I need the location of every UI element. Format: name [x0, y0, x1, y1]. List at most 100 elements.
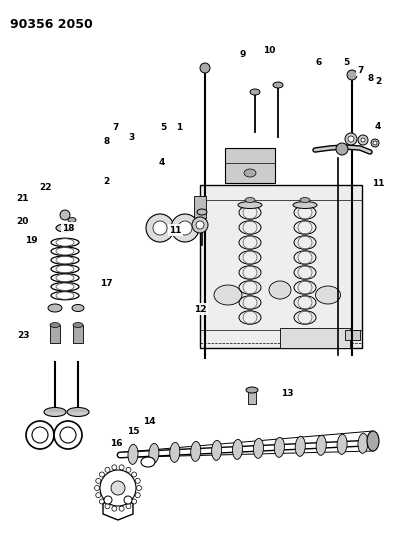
- Circle shape: [60, 210, 70, 220]
- Ellipse shape: [250, 89, 260, 95]
- Circle shape: [358, 135, 368, 145]
- Bar: [280, 328, 350, 348]
- Ellipse shape: [295, 437, 305, 456]
- Text: 7: 7: [358, 66, 364, 75]
- Bar: [200, 185, 362, 348]
- Bar: [73, 325, 83, 343]
- Circle shape: [153, 221, 167, 235]
- Circle shape: [26, 421, 54, 449]
- Ellipse shape: [245, 198, 255, 203]
- Ellipse shape: [128, 445, 138, 464]
- Circle shape: [336, 143, 348, 155]
- Circle shape: [345, 133, 357, 145]
- Ellipse shape: [367, 431, 379, 451]
- Ellipse shape: [269, 281, 291, 299]
- Text: 15: 15: [127, 427, 139, 436]
- Ellipse shape: [56, 224, 74, 232]
- Ellipse shape: [141, 457, 155, 467]
- Circle shape: [99, 472, 104, 477]
- Circle shape: [96, 478, 101, 483]
- Circle shape: [54, 421, 82, 449]
- Ellipse shape: [44, 408, 66, 416]
- Text: 12: 12: [194, 305, 206, 313]
- Circle shape: [347, 70, 357, 80]
- Bar: [248, 390, 256, 404]
- Ellipse shape: [73, 322, 83, 327]
- Ellipse shape: [244, 169, 256, 177]
- Text: 5: 5: [160, 124, 167, 132]
- Circle shape: [178, 221, 192, 235]
- Circle shape: [111, 481, 125, 495]
- Circle shape: [136, 486, 141, 490]
- Text: 16: 16: [110, 439, 123, 448]
- Text: 3: 3: [129, 133, 135, 142]
- Text: 2: 2: [375, 77, 381, 85]
- Text: 13: 13: [281, 389, 294, 398]
- Ellipse shape: [67, 408, 89, 416]
- Circle shape: [96, 492, 101, 498]
- Text: 17: 17: [100, 279, 113, 288]
- Circle shape: [371, 139, 379, 147]
- Ellipse shape: [300, 198, 310, 203]
- Text: 22: 22: [39, 183, 52, 192]
- Ellipse shape: [170, 442, 180, 462]
- Text: 8: 8: [367, 75, 374, 83]
- Ellipse shape: [316, 435, 326, 455]
- Text: 4: 4: [158, 158, 165, 167]
- Text: 11: 11: [169, 226, 182, 235]
- Circle shape: [119, 465, 124, 470]
- Ellipse shape: [191, 441, 201, 462]
- Ellipse shape: [274, 438, 284, 457]
- Text: 9: 9: [240, 50, 246, 59]
- Circle shape: [126, 467, 131, 472]
- Circle shape: [373, 141, 377, 145]
- Text: 11: 11: [372, 180, 385, 188]
- Text: 4: 4: [375, 123, 381, 131]
- Text: 20: 20: [17, 217, 29, 225]
- Circle shape: [100, 470, 136, 506]
- Ellipse shape: [238, 201, 262, 208]
- Ellipse shape: [293, 201, 317, 208]
- Circle shape: [171, 214, 199, 242]
- Circle shape: [104, 496, 112, 504]
- Circle shape: [95, 486, 100, 490]
- Circle shape: [348, 136, 354, 142]
- Text: 1: 1: [176, 124, 182, 132]
- Circle shape: [112, 465, 117, 470]
- Circle shape: [192, 217, 208, 233]
- Circle shape: [146, 214, 174, 242]
- Ellipse shape: [253, 438, 264, 458]
- Text: 7: 7: [112, 124, 119, 132]
- Ellipse shape: [273, 82, 283, 88]
- Text: 14: 14: [143, 417, 156, 425]
- Text: 10: 10: [263, 46, 275, 55]
- Ellipse shape: [48, 304, 62, 312]
- Bar: [50, 325, 60, 343]
- Ellipse shape: [214, 285, 242, 305]
- Circle shape: [119, 506, 124, 511]
- Ellipse shape: [358, 433, 368, 454]
- Circle shape: [105, 467, 110, 472]
- Ellipse shape: [50, 322, 60, 327]
- Ellipse shape: [72, 304, 84, 311]
- Circle shape: [32, 427, 48, 443]
- Bar: [225, 148, 275, 183]
- Text: 5: 5: [344, 59, 350, 67]
- Circle shape: [60, 427, 76, 443]
- Bar: [194, 196, 206, 218]
- Ellipse shape: [149, 443, 159, 463]
- Ellipse shape: [232, 439, 243, 459]
- Text: 18: 18: [62, 224, 74, 232]
- Circle shape: [99, 499, 104, 504]
- Ellipse shape: [246, 387, 258, 393]
- Text: 23: 23: [17, 332, 30, 340]
- Circle shape: [112, 506, 117, 511]
- Circle shape: [196, 221, 204, 229]
- Circle shape: [135, 492, 140, 498]
- Text: 21: 21: [17, 194, 29, 203]
- Text: 19: 19: [25, 237, 38, 245]
- Circle shape: [105, 504, 110, 508]
- Text: 2: 2: [103, 177, 110, 185]
- Text: 90356 2050: 90356 2050: [10, 18, 93, 31]
- Ellipse shape: [197, 209, 207, 215]
